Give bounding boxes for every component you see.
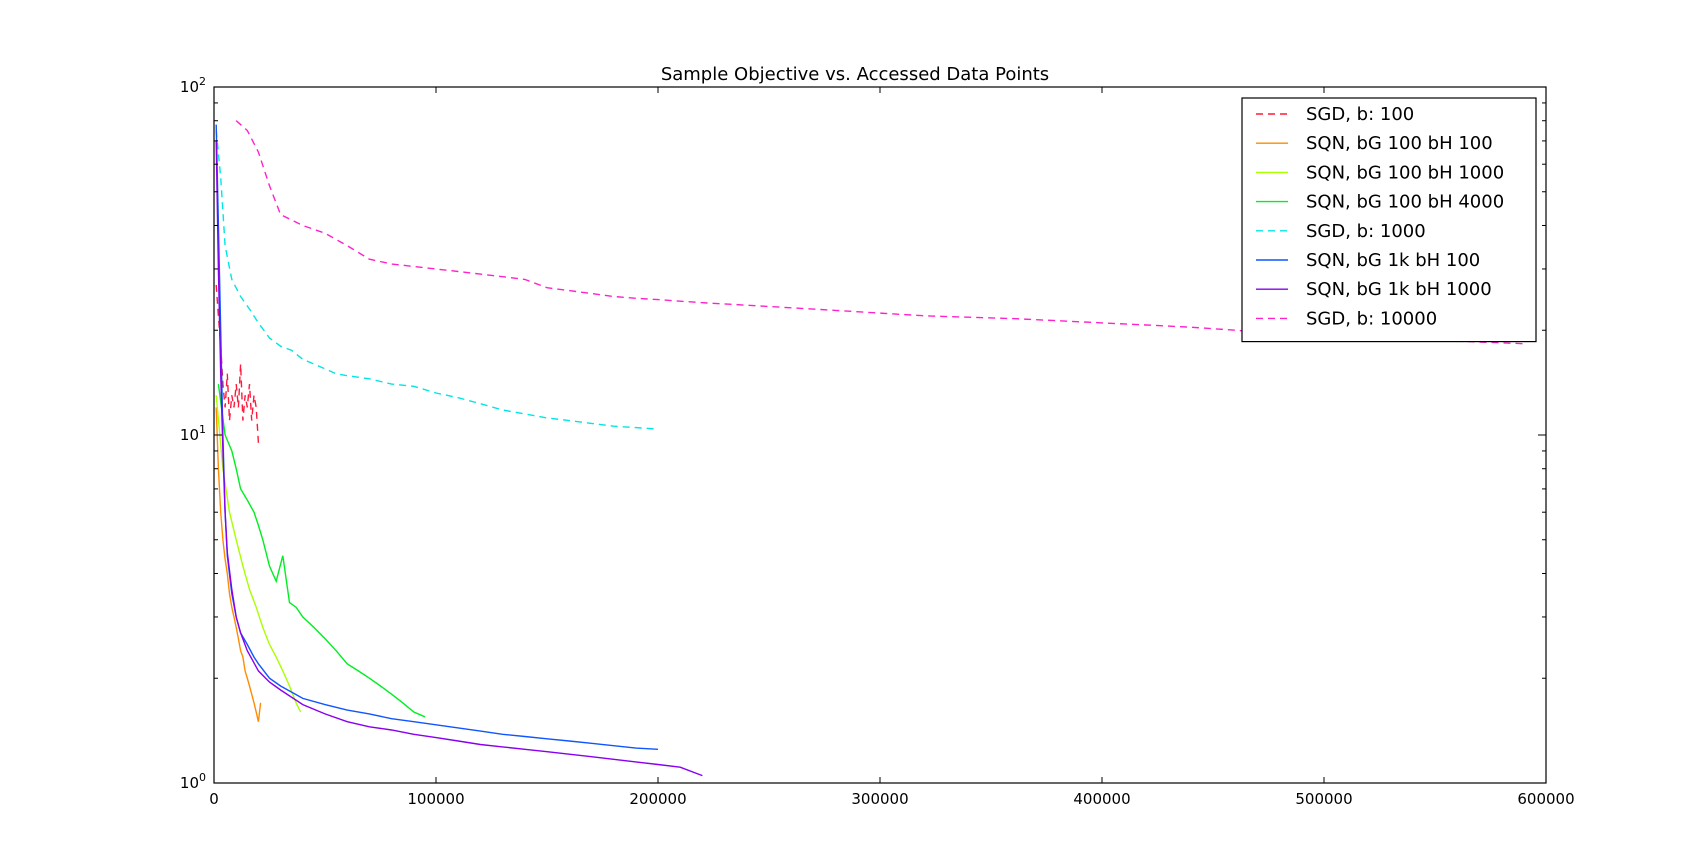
y-tick-label-2: 102 — [180, 75, 206, 96]
series-line-0 — [215, 284, 260, 443]
y-tick-exponent-2: 2 — [199, 75, 206, 88]
legend-label-1: SQN, bG 100 bH 100 — [1306, 133, 1493, 154]
y-tick-label-1: 101 — [180, 423, 206, 444]
y-tick-exponent-1: 1 — [199, 423, 206, 436]
y-tick-exponent-0: 0 — [199, 771, 206, 784]
legend-label-7: SGD, b: 10000 — [1306, 308, 1437, 329]
chart-title: Sample Objective vs. Accessed Data Point… — [661, 64, 1049, 85]
series-line-3 — [217, 384, 426, 718]
series-line-4 — [215, 130, 659, 430]
y-tick-label-0: 100 — [180, 771, 206, 792]
x-tick-label-3: 300000 — [851, 790, 908, 808]
plot-frame — [213, 86, 1547, 784]
y-tick-base-1: 10 — [180, 426, 199, 444]
x-tick-label-6: 600000 — [1517, 790, 1574, 808]
y-tick-base-0: 10 — [180, 774, 199, 792]
x-tick-label-0: 0 — [209, 790, 219, 808]
series-line-2 — [215, 395, 302, 713]
legend-label-0: SGD, b: 100 — [1306, 104, 1414, 125]
y-tick-base-2: 10 — [180, 78, 199, 96]
series-line-1 — [215, 407, 262, 722]
legend-label-2: SQN, bG 100 bH 1000 — [1306, 162, 1504, 183]
series-layer — [215, 120, 1524, 777]
legend: SGD, b: 100 SQN, bG 100 bH 100 SQN, bG 100… — [1241, 97, 1537, 343]
legend-label-3: SQN, bG 100 bH 4000 — [1306, 192, 1504, 213]
series-line-6 — [215, 140, 703, 777]
x-tick-label-5: 500000 — [1295, 790, 1352, 808]
x-tick-label-1: 100000 — [407, 790, 464, 808]
x-tick-label-2: 200000 — [629, 790, 686, 808]
legend-box — [1241, 97, 1537, 343]
legend-label-4: SGD, b: 1000 — [1306, 221, 1426, 242]
x-tick-label-4: 400000 — [1073, 790, 1130, 808]
legend-label-6: SQN, bG 1k bH 1000 — [1306, 279, 1492, 300]
ticks-layer: 0 100000 200000 300000 400000 500000 600000100… — [180, 75, 1575, 808]
legend-label-5: SQN, bG 1k bH 100 — [1306, 250, 1480, 271]
